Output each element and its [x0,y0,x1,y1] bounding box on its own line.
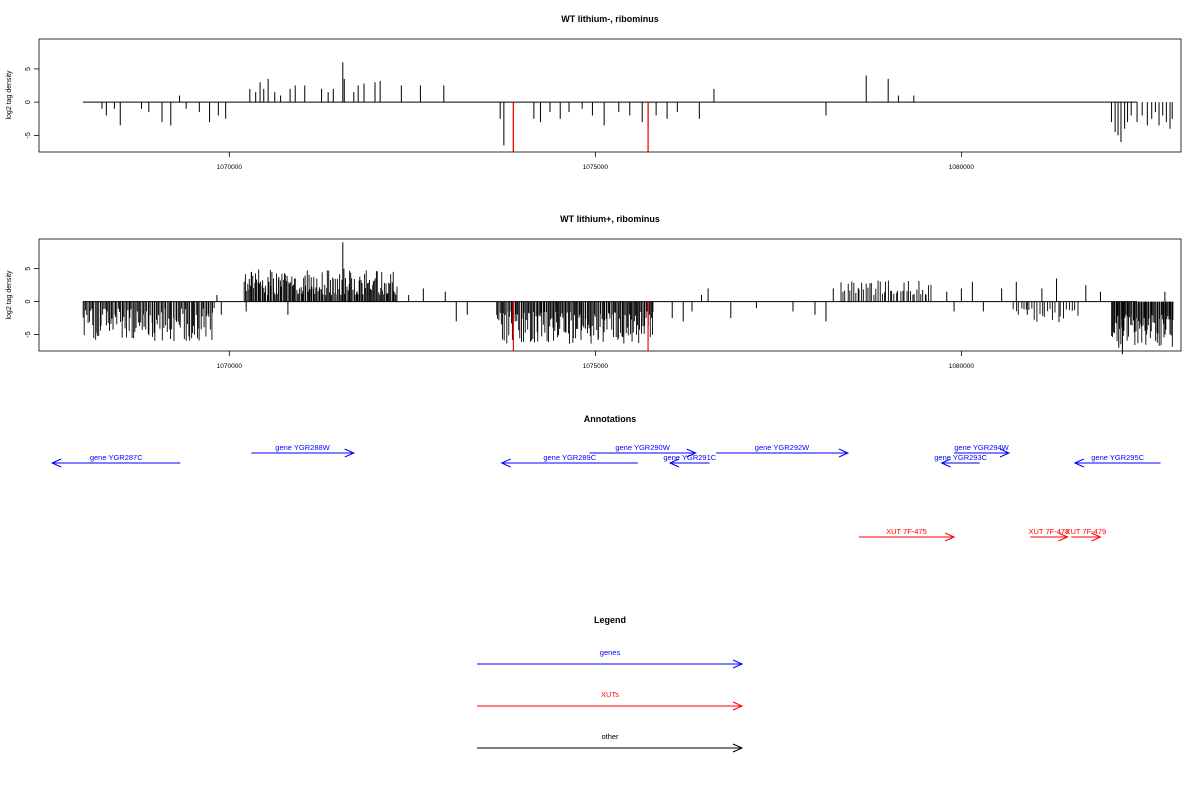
gene-feature: gene YGR293C [934,453,988,468]
legend-item-label: XUTs [601,690,619,699]
feature-arrow-head [500,458,511,468]
gene-feature: gene YGR287C [50,453,181,468]
feature-label: XUT 7F-479 [1065,527,1106,536]
feature-label: gene YGR289C [543,453,596,462]
y-tick-label: 0 [25,300,32,304]
feature-label: gene YGR288W [275,443,330,452]
legend: Legend genes XUTs other [477,615,744,753]
panel-wt-lithium-plus: WT lithium+, ribominus log2 tag density … [6,214,1182,370]
feature-label: gene YGR293C [934,453,987,462]
feature-label: gene YGR292W [755,443,810,452]
feature-arrow-head [940,458,951,468]
xut-feature: XUT 7F-478 [1029,527,1070,542]
legend-arrow-head [732,743,744,753]
gene-feature: gene YGR290W [589,443,697,458]
feature-arrow-head [1073,458,1085,468]
panel-1-plot-box [38,38,1182,153]
feature-label: gene YGR295C [1091,453,1144,462]
feature-label: XUT 7F-475 [886,527,927,536]
panel-1-axes: 1070000 1075000 1080000 -5 0 5 [25,67,974,171]
x-tick-label: 1070000 [217,164,243,171]
feature-arrow-head [1091,532,1102,542]
x-tick-label: 1080000 [949,363,975,370]
panel-1-ylabel: log2 tag density [6,70,13,120]
y-tick-label: -5 [25,132,32,138]
feature-arrow-head [1058,532,1069,542]
feature-label: gene YGR287C [90,453,143,462]
y-tick-label: 0 [25,100,32,104]
y-tick-label: 5 [25,67,32,71]
feature-arrow-head [999,448,1011,458]
legend-item-label: other [601,732,619,741]
annotation-features: gene YGR287C gene YGR288W gene YGR289C gene… [50,443,1161,542]
feature-label: gene YGR290W [615,443,670,452]
legend-item: XUTs [477,690,744,711]
legend-items: genes XUTs other [477,648,744,753]
feature-arrow-head [944,532,956,542]
x-tick-label: 1070000 [217,363,243,370]
y-tick-label: 5 [25,267,32,271]
xut-feature: XUT 7F-475 [858,527,956,542]
panel-2-ylabel: log2 tag density [6,270,13,320]
gene-feature: gene YGR291C [663,453,717,468]
panel-2-title: WT lithium+, ribominus [560,214,660,224]
gene-feature: gene YGR294W [954,443,1011,458]
legend-arrow-head [732,659,744,669]
feature-label: XUT 7F-478 [1029,527,1070,536]
panel-wt-lithium-minus: WT lithium-, ribominus log2 tag density … [6,14,1182,171]
panel-2-axes: 1070000 1075000 1080000 -5 0 5 [25,267,974,370]
panel-2-bars [82,242,1174,355]
feature-label: gene YGR294W [954,443,1009,452]
legend-item: genes [477,648,744,669]
panel-1-title: WT lithium-, ribominus [561,14,659,24]
panel-2-plot-box [38,238,1182,352]
feature-arrow-head [838,448,850,458]
legend-item-label: genes [600,648,621,657]
feature-arrow-head [686,448,697,458]
annotations-title: Annotations [584,414,637,424]
feature-arrow-head [344,448,356,458]
gene-feature: gene YGR295C [1073,453,1161,468]
feature-label: gene YGR291C [663,453,716,462]
feature-arrow-head [668,458,680,468]
panel-1-bars [82,62,1173,152]
gene-feature: gene YGR288W [251,443,356,458]
x-tick-label: 1075000 [583,164,609,171]
legend-arrow-head [732,701,744,711]
xut-feature: XUT 7F-479 [1065,527,1106,542]
feature-arrow-head [50,458,62,468]
x-tick-label: 1080000 [949,164,975,171]
legend-title: Legend [594,615,626,625]
x-tick-label: 1075000 [583,363,609,370]
legend-item: other [477,732,744,753]
y-tick-label: -5 [25,331,32,337]
gene-feature: gene YGR289C [500,453,638,468]
gene-feature: gene YGR292W [716,443,850,458]
